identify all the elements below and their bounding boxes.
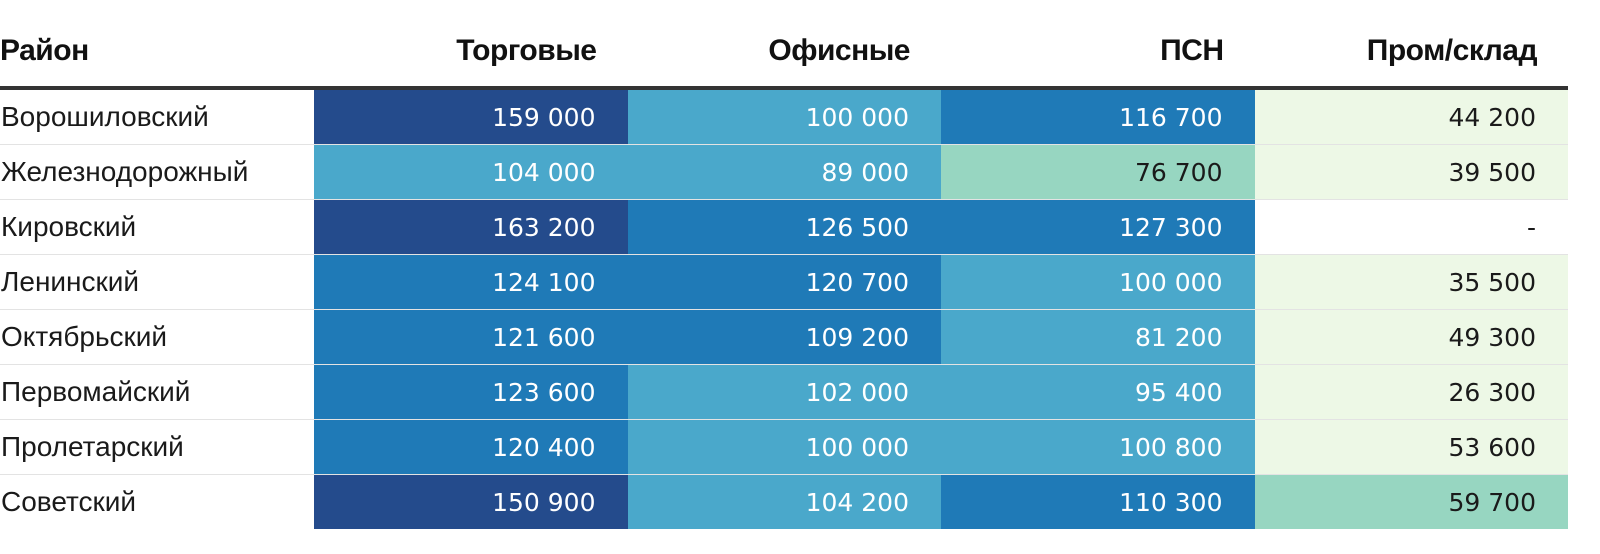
retail-price-cell: 124 100 <box>314 254 628 310</box>
district-name: Ленинский <box>0 254 314 310</box>
office-price-cell: 100 000 <box>627 88 941 145</box>
column-header-psn[interactable]: ПСН <box>941 16 1255 90</box>
district-name: Первомайский <box>0 364 314 420</box>
psn-price-cell: 100 000 <box>941 254 1255 310</box>
psn-price-cell: 100 800 <box>941 419 1255 475</box>
header-row: Район Торговые Офисные ПСН Пром/склад <box>0 16 1568 90</box>
psn-price-cell: 127 300 <box>941 199 1255 255</box>
column-header-office[interactable]: Офисные <box>627 16 941 90</box>
industrial-price-cell: 44 200 <box>1254 88 1568 145</box>
table-row: Пролетарский 120 400 100 000 100 800 53 … <box>0 419 1568 475</box>
district-name: Ворошиловский <box>0 88 314 145</box>
industrial-price-cell: 59 700 <box>1254 474 1568 529</box>
district-name: Пролетарский <box>0 419 314 475</box>
industrial-price-cell: - <box>1254 199 1568 255</box>
table-row: Ленинский 124 100 120 700 100 000 35 500 <box>0 254 1568 310</box>
office-price-cell: 120 700 <box>627 254 941 310</box>
district-name: Советский <box>1 486 137 517</box>
retail-price-cell: 120 400 <box>314 419 628 475</box>
retail-price-cell: 123 600 <box>314 364 628 420</box>
psn-price-cell: 110 300 <box>941 474 1255 529</box>
retail-price-cell: 121 600 <box>314 309 628 365</box>
industrial-price-cell: 49 300 <box>1254 309 1568 365</box>
office-price-cell: 102 000 <box>627 364 941 420</box>
psn-price-cell: 116 700 <box>941 88 1255 145</box>
table-row: Ворошиловский 159 000 100 000 116 700 44… <box>0 88 1568 145</box>
industrial-price-cell: 39 500 <box>1254 144 1568 200</box>
office-price-cell: 104 200 <box>627 474 941 529</box>
price-heatmap-table: Район Торговые Офисные ПСН Пром/склад Во… <box>0 16 1568 529</box>
table-row: Железнодорожный 104 000 89 000 76 700 39… <box>0 144 1568 200</box>
office-price-cell: 89 000 <box>627 144 941 200</box>
district-name: Октябрьский <box>0 309 314 365</box>
office-price-cell: 109 200 <box>627 309 941 365</box>
table-row: Кировский 163 200 126 500 127 300 - <box>0 199 1568 255</box>
table-row: Первомайский 123 600 102 000 95 400 26 3… <box>0 364 1568 420</box>
industrial-price-cell: 26 300 <box>1254 364 1568 420</box>
office-price-cell: 100 000 <box>627 419 941 475</box>
column-header-district[interactable]: Район <box>0 16 314 90</box>
retail-price-cell: 150 900 <box>314 474 628 529</box>
table-row: Советский 150 900 104 200 110 300 59 700 <box>0 474 1568 529</box>
industrial-price-cell: 53 600 <box>1254 419 1568 475</box>
retail-price-cell: 159 000 <box>314 88 628 145</box>
psn-price-cell: 81 200 <box>941 309 1255 365</box>
psn-price-cell: 95 400 <box>941 364 1255 420</box>
industrial-price-cell: 35 500 <box>1254 254 1568 310</box>
psn-price-cell: 76 700 <box>941 144 1255 200</box>
district-name: Железнодорожный <box>0 144 314 200</box>
table-row: Октябрьский 121 600 109 200 81 200 49 30… <box>0 309 1568 365</box>
retail-price-cell: 104 000 <box>314 144 628 200</box>
column-header-retail[interactable]: Торговые <box>314 16 628 90</box>
column-header-industrial[interactable]: Пром/склад <box>1254 16 1568 90</box>
retail-price-cell: 163 200 <box>314 199 628 255</box>
office-price-cell: 126 500 <box>627 199 941 255</box>
district-name: Кировский <box>0 199 314 255</box>
